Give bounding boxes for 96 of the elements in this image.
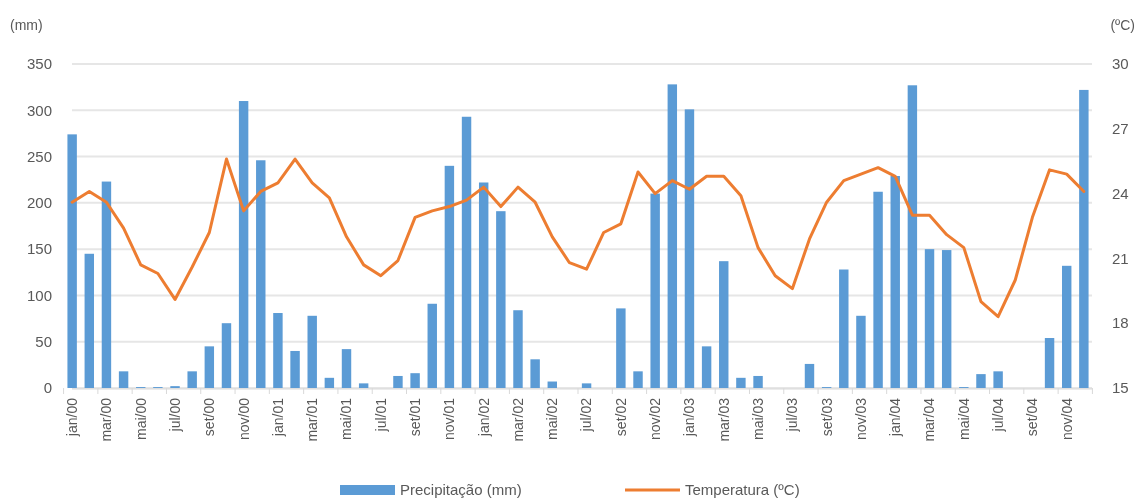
- x-tick-label: mar/04: [921, 397, 938, 442]
- bar: [461, 116, 472, 388]
- y-tick-label: 100: [26, 286, 52, 304]
- bar: [444, 165, 455, 388]
- bar: [839, 269, 849, 388]
- x-tick-label: nov/03: [852, 397, 869, 441]
- x-tick-label: set/02: [612, 397, 629, 437]
- y-axis-title: (mm): [10, 17, 43, 33]
- bar: [1044, 338, 1055, 388]
- y2-tick-label: 24: [1112, 184, 1129, 202]
- x-tick-label: set/03: [818, 397, 835, 437]
- bar: [341, 349, 352, 388]
- bar: [393, 375, 403, 388]
- bar: [856, 315, 866, 388]
- bar: [976, 374, 986, 388]
- x-tick-label: set/04: [1024, 397, 1041, 437]
- x-tick-label: mai/00: [132, 397, 149, 441]
- bar: [273, 313, 283, 388]
- x-tick-label: set/01: [407, 397, 423, 437]
- bar: [118, 371, 129, 388]
- bar: [101, 181, 112, 388]
- y2-axis-title: (ºC): [1110, 17, 1135, 33]
- bar: [238, 101, 249, 388]
- bar: [1061, 265, 1072, 388]
- bar: [1079, 89, 1089, 388]
- x-tick-label: nov/04: [1058, 397, 1075, 441]
- bar: [358, 383, 369, 388]
- y-tick-label: 200: [26, 194, 52, 212]
- x-tick-label: set/00: [201, 397, 218, 437]
- y2-tick-label: 30: [1112, 55, 1129, 73]
- x-tick-label: jul/01: [372, 397, 389, 433]
- y-tick-label: 50: [35, 332, 52, 350]
- x-tick-label: mar/00: [98, 397, 115, 442]
- bar: [650, 193, 660, 388]
- x-tick-label: jul/04: [990, 397, 1007, 433]
- legend-label: Temperatura (ºC): [685, 481, 800, 499]
- y-tick-label: 0: [43, 379, 52, 397]
- x-tick-label: nov/00: [235, 397, 252, 441]
- bar: [719, 261, 729, 388]
- x-tick-label: mar/03: [715, 397, 732, 442]
- y-tick-label: 350: [26, 55, 52, 73]
- bar: [256, 160, 266, 388]
- bar: [478, 182, 489, 388]
- x-tick-label: jul/00: [166, 397, 183, 433]
- y-tick-label: 250: [26, 147, 52, 165]
- bar: [633, 371, 643, 388]
- x-tick-label: nov/01: [441, 397, 458, 441]
- bar: [496, 211, 506, 388]
- bar: [616, 308, 626, 388]
- line-series: [70, 157, 1086, 319]
- x-tick-label: mai/02: [544, 397, 561, 441]
- bar: [84, 253, 95, 388]
- bar: [410, 373, 420, 388]
- bar: [290, 350, 300, 388]
- bar: [924, 249, 935, 388]
- x-tick-label: mai/04: [955, 397, 972, 441]
- y-tick-label: 300: [26, 101, 52, 119]
- y2-tick-label: 27: [1112, 120, 1129, 138]
- bar: [684, 109, 695, 388]
- y2-tick-label: 18: [1112, 314, 1129, 332]
- bar: [941, 250, 952, 388]
- x-tick-label: jan/02: [475, 397, 492, 438]
- bar: [993, 371, 1003, 388]
- legend-label: Precipitação (mm): [400, 481, 522, 499]
- bar: [667, 84, 678, 388]
- x-tick-label: nov/02: [647, 397, 664, 441]
- bar: [513, 310, 523, 388]
- bar: [873, 191, 883, 388]
- x-tick-label: jan/00: [64, 397, 81, 438]
- x-tick-label: mar/01: [304, 397, 321, 442]
- bar: [221, 323, 232, 388]
- x-tick-label: mai/01: [338, 397, 355, 441]
- bar: [804, 363, 815, 388]
- bar: [581, 383, 592, 388]
- bar: [427, 303, 437, 388]
- bar: [307, 315, 317, 388]
- bar: [530, 359, 540, 388]
- y-tick-label: 150: [26, 240, 52, 258]
- x-tick-label: jan/03: [681, 397, 698, 438]
- bar: [204, 346, 215, 388]
- bar: [187, 371, 197, 388]
- bar: [67, 134, 77, 388]
- bar: [753, 375, 763, 388]
- x-tick-label: mar/02: [509, 397, 526, 442]
- bar: [890, 176, 900, 388]
- x-tick-label: jul/03: [784, 397, 801, 433]
- x-tick-label: jan/04: [887, 397, 904, 438]
- y2-tick-label: 15: [1112, 379, 1129, 397]
- bar: [907, 85, 918, 388]
- x-tick-label: jul/02: [578, 397, 595, 433]
- bar: [324, 377, 335, 388]
- bar: [736, 377, 746, 388]
- x-tick-label: jan/01: [269, 397, 286, 438]
- y2-tick-label: 21: [1112, 249, 1129, 267]
- x-tick-label: mai/03: [749, 397, 766, 441]
- bar: [701, 346, 712, 388]
